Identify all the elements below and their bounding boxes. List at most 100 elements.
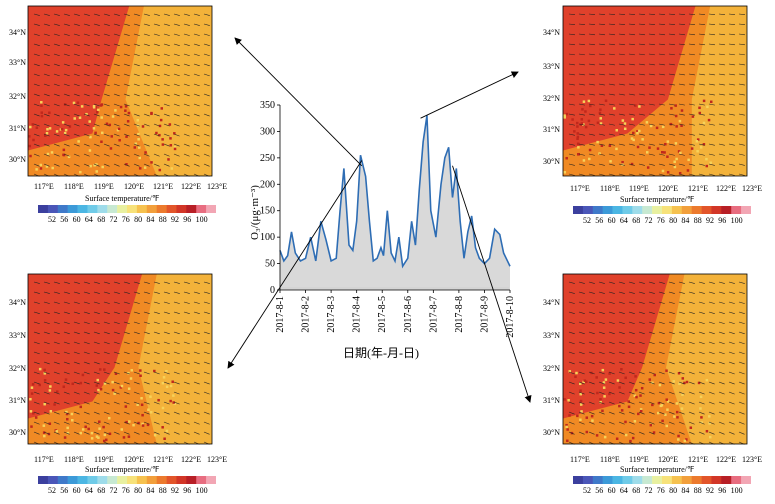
colorbar (38, 205, 216, 213)
wind-vector (63, 371, 70, 375)
wind-vector (203, 93, 210, 97)
wind-vector (43, 281, 50, 284)
wind-vector (628, 311, 635, 314)
wind-vector (568, 431, 575, 435)
wind-vector (123, 351, 130, 355)
wind-vector (113, 371, 120, 375)
wind-vector (738, 163, 745, 166)
wind-vector (53, 371, 60, 375)
wind-vector (708, 391, 715, 395)
wind-vector (53, 321, 60, 325)
wind-vector (93, 133, 100, 137)
wind-vector (598, 361, 605, 365)
temp-speckle (66, 431, 70, 435)
wind-vector (708, 43, 715, 46)
wind-vector (588, 73, 595, 76)
wind-vector (63, 63, 70, 67)
wind-vector (123, 143, 130, 147)
wind-vector (163, 361, 170, 365)
wind-vector (738, 83, 745, 86)
wind-vector (103, 13, 110, 16)
wind-vector (578, 103, 585, 106)
x-tick-label: 2017-8-7 (428, 296, 439, 333)
wind-vector (628, 331, 635, 335)
wind-vector (718, 301, 725, 304)
wind-vector (133, 133, 140, 137)
wind-vector (83, 391, 90, 395)
wind-vector (133, 13, 140, 16)
wind-vector (628, 301, 635, 304)
wind-vector (183, 113, 190, 117)
lat-label: 30°N (543, 157, 560, 166)
colorbar-swatch (632, 476, 643, 484)
temp-speckle (94, 131, 97, 135)
wind-vector (628, 93, 635, 96)
wind-vector (598, 63, 605, 66)
wind-vector (728, 143, 735, 146)
wind-vector (103, 361, 110, 365)
temp-speckle (144, 151, 147, 154)
wind-vector (658, 173, 665, 176)
wind-vector (73, 301, 80, 304)
wind-vector (698, 93, 705, 96)
wind-vector (728, 301, 735, 304)
temp-speckle (603, 395, 606, 398)
wind-vector (143, 321, 150, 325)
wind-vector (153, 311, 160, 314)
wind-vector (53, 351, 60, 355)
wind-vector (33, 133, 40, 137)
temp-speckle (680, 109, 684, 112)
wind-vector (618, 93, 625, 96)
temp-speckle (66, 426, 69, 430)
wind-vector (183, 321, 190, 325)
wind-vector (668, 163, 675, 166)
colorbar-swatch (117, 205, 128, 213)
lon-label: 120°E (124, 182, 145, 191)
cool-region (666, 274, 747, 444)
wind-vector (63, 291, 70, 294)
temp-speckle (675, 402, 679, 405)
colorbar-swatch (97, 476, 108, 484)
wind-vector (568, 321, 575, 325)
wind-vector (618, 123, 625, 126)
temp-speckle (99, 104, 103, 107)
wind-vector (688, 133, 695, 136)
wind-vector (163, 73, 170, 77)
wind-vector (183, 93, 190, 97)
wind-vector (598, 23, 605, 26)
wind-vector (608, 173, 615, 176)
temp-speckle (132, 423, 135, 427)
wind-vector (648, 361, 655, 365)
wind-vector (183, 411, 190, 415)
wind-vector (103, 153, 110, 157)
temp-speckle (146, 423, 150, 427)
wind-vector (658, 341, 665, 345)
wind-vector (153, 23, 160, 26)
colorbar-tick: 56 (595, 486, 604, 495)
temp-speckle (565, 425, 568, 429)
temp-speckle (127, 111, 131, 115)
colorbar-swatch (741, 476, 751, 484)
temp-speckle (648, 378, 652, 381)
wind-vector (688, 63, 695, 66)
wind-vector (658, 113, 665, 116)
temp-speckle (90, 437, 94, 440)
temp-speckle (659, 404, 663, 408)
wind-vector (143, 291, 150, 294)
temp-speckle (165, 429, 169, 433)
temp-speckle (591, 419, 594, 422)
wind-vector (123, 23, 130, 26)
wind-vector (568, 311, 575, 314)
wind-vector (698, 163, 705, 166)
wind-vector (728, 311, 735, 314)
temp-speckle (32, 412, 35, 415)
wind-vector (133, 341, 140, 345)
wind-vector (618, 281, 625, 284)
temp-speckle (165, 385, 169, 389)
wind-vector (718, 133, 725, 136)
wind-vector (648, 351, 655, 355)
wind-vector (53, 103, 60, 107)
temp-speckle (64, 378, 68, 381)
colorbar-swatch (107, 205, 118, 213)
temp-speckle (595, 434, 599, 437)
